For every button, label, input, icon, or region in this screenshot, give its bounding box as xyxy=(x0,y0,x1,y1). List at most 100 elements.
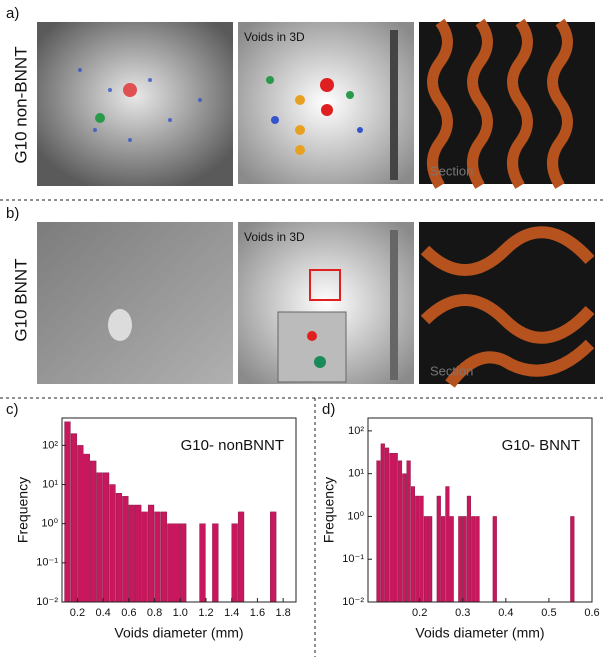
bar xyxy=(90,460,97,603)
y-axis-label: Frequency xyxy=(15,477,31,543)
bar xyxy=(180,523,187,603)
bar xyxy=(466,495,471,603)
bar xyxy=(64,421,71,603)
y-tick-label: 10⁻² xyxy=(342,596,364,608)
bar xyxy=(135,504,142,603)
bar xyxy=(393,453,398,603)
bar xyxy=(423,516,428,603)
chart-title: G10- nonBNNT xyxy=(181,437,284,454)
x-tick-label: 0.4 xyxy=(498,607,513,619)
x-tick-label: 1.2 xyxy=(198,607,213,619)
bar xyxy=(445,486,450,603)
y-tick-label: 10⁻¹ xyxy=(342,553,364,565)
panel-label: b) xyxy=(6,205,19,222)
bar xyxy=(270,511,277,603)
x-tick-label: 0.5 xyxy=(541,607,556,619)
y-tick-label: 10² xyxy=(42,439,58,451)
bar xyxy=(441,516,446,603)
y-tick-label: 10⁰ xyxy=(347,510,364,522)
bar xyxy=(83,453,90,603)
bar xyxy=(397,460,403,603)
bar xyxy=(475,516,480,603)
x-tick-label: 0.8 xyxy=(147,607,162,619)
void xyxy=(95,113,105,123)
panel-label: d) xyxy=(322,401,335,418)
bar xyxy=(385,447,390,603)
x-tick-label: 1.0 xyxy=(173,607,188,619)
x-tick-label: 1.8 xyxy=(275,607,290,619)
y-tick-label: 10¹ xyxy=(348,468,364,480)
bar xyxy=(231,523,238,603)
y-tick-label: 10² xyxy=(348,425,364,437)
x-tick-label: 0.2 xyxy=(70,607,85,619)
void xyxy=(108,309,132,341)
bar xyxy=(402,473,407,603)
bar xyxy=(415,495,420,603)
bar xyxy=(212,523,219,603)
colorbar xyxy=(390,30,398,180)
struts xyxy=(420,226,595,388)
y-tick-label: 10¹ xyxy=(42,478,58,490)
x-tick-label: 0.4 xyxy=(95,607,110,619)
image-panel xyxy=(238,22,414,184)
void-dots xyxy=(266,76,363,155)
x-tick-label: 1.6 xyxy=(250,607,265,619)
bar xyxy=(128,504,135,603)
bar xyxy=(389,453,394,603)
x-tick-label: 0.6 xyxy=(584,607,599,619)
void xyxy=(314,356,326,368)
bar xyxy=(115,493,123,603)
void-dots xyxy=(78,68,202,142)
row-label: G10 non-BNNT xyxy=(11,46,30,163)
bar xyxy=(410,486,415,603)
panel-caption: Section xyxy=(430,363,473,378)
bar xyxy=(458,516,463,603)
bar xyxy=(109,484,116,603)
panel-label: a) xyxy=(6,5,19,22)
bar xyxy=(122,496,129,603)
zoom-inset xyxy=(277,311,347,383)
x-tick-label: 0.6 xyxy=(121,607,136,619)
bar xyxy=(199,523,206,603)
bar xyxy=(154,511,161,603)
bar xyxy=(570,516,575,603)
x-tick-label: 1.4 xyxy=(224,607,239,619)
plot-frame xyxy=(61,417,297,603)
bar xyxy=(428,516,433,603)
bar xyxy=(376,460,381,603)
y-axis-label: Frequency xyxy=(321,477,337,543)
bar xyxy=(436,495,441,603)
bar xyxy=(173,523,180,603)
panel-caption: Voids in 3D xyxy=(244,230,305,244)
bar xyxy=(449,516,454,603)
bar xyxy=(96,472,103,603)
chart-title: G10- BNNT xyxy=(502,437,580,454)
y-tick-label: 10⁻¹ xyxy=(36,557,58,569)
x-tick-label: 0.3 xyxy=(455,607,470,619)
bar xyxy=(147,504,155,603)
row-label: G10 BNNT xyxy=(11,258,30,341)
x-axis-label: Voids diameter (mm) xyxy=(415,625,544,641)
bar xyxy=(406,460,411,603)
panel-caption: Voids in 3D xyxy=(244,30,305,44)
bar xyxy=(167,523,174,603)
bar xyxy=(419,495,424,603)
bar xyxy=(102,472,110,603)
panel-caption: Section xyxy=(430,163,473,178)
void xyxy=(123,83,137,97)
zoom-box xyxy=(309,269,341,301)
x-axis-label: Voids diameter (mm) xyxy=(114,625,243,641)
bar xyxy=(70,433,78,603)
y-tick-label: 10⁰ xyxy=(41,518,58,530)
colorbar xyxy=(390,230,398,380)
image-panel xyxy=(37,22,233,186)
void xyxy=(307,331,317,341)
y-tick-label: 10⁻² xyxy=(36,596,58,608)
plot-frame xyxy=(367,417,593,603)
panel-label: c) xyxy=(6,401,19,418)
image-panel xyxy=(37,222,233,384)
bar xyxy=(380,443,385,603)
bar xyxy=(77,445,84,603)
struts xyxy=(427,18,573,189)
